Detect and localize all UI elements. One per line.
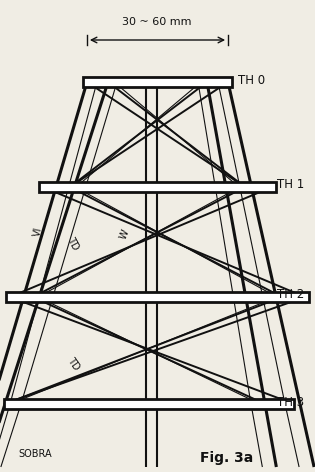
Text: TD: TD bbox=[65, 355, 81, 372]
Text: TH 2: TH 2 bbox=[277, 288, 304, 302]
Bar bbox=[39, 182, 276, 192]
Text: 30 ~ 60 mm: 30 ~ 60 mm bbox=[122, 17, 192, 27]
Text: Fig. 3a: Fig. 3a bbox=[200, 451, 253, 465]
Bar bbox=[4, 399, 294, 409]
Text: TD: TD bbox=[65, 236, 80, 253]
Bar bbox=[6, 292, 309, 302]
Text: VI: VI bbox=[32, 226, 44, 238]
Text: TH 0: TH 0 bbox=[238, 74, 265, 86]
Bar bbox=[83, 77, 232, 87]
Text: W: W bbox=[118, 228, 131, 240]
Text: TH 1: TH 1 bbox=[277, 178, 304, 192]
Text: TH 3: TH 3 bbox=[277, 396, 304, 408]
Text: SOBRA: SOBRA bbox=[18, 449, 52, 459]
